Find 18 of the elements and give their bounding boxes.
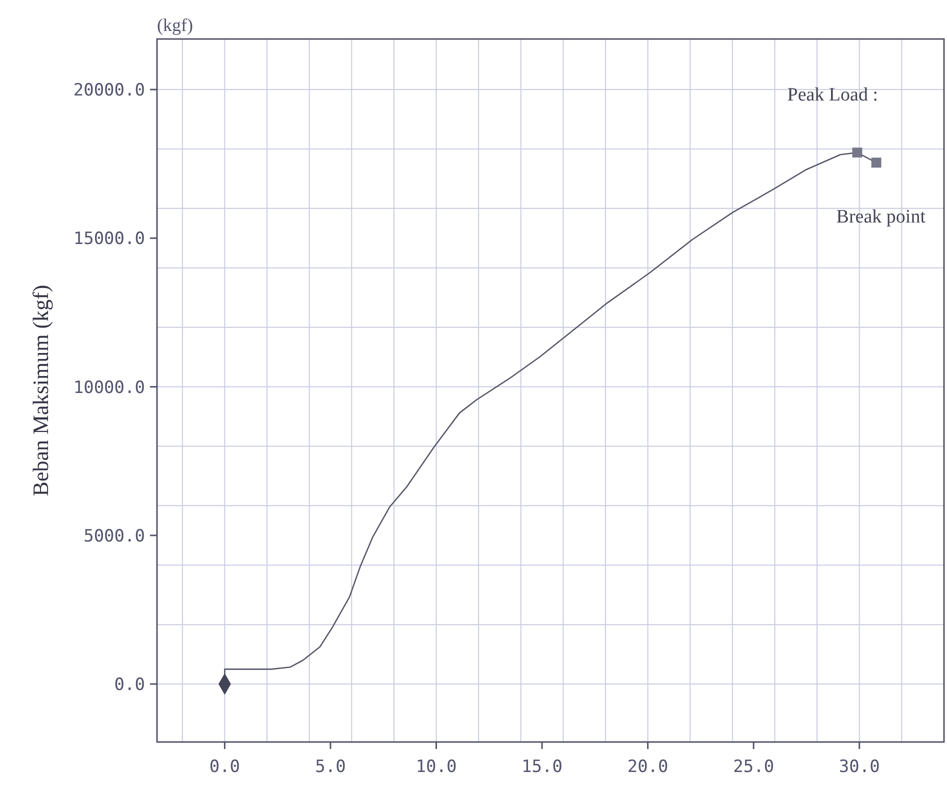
x-tick-label: 20.0 [627,757,668,777]
x-tick-label: 10.0 [416,757,457,777]
text: (kgf) [157,15,193,35]
x-tick-label: 30.0 [838,757,880,777]
x-tick-label: 25.0 [733,757,774,777]
y-tick-label: 5000.0 [84,526,145,546]
y-tick-label: 20000.0 [73,80,145,101]
point [871,158,882,168]
y-axis-title: Beban Maksimum (kgf) [28,284,53,496]
x-tick-label: 5.0 [315,757,346,777]
x-tick-label: 15.0 [522,757,563,777]
x-tick-label: 0.0 [209,757,240,777]
annotation: Break point [836,206,926,228]
y-tick-label: 10000.0 [73,378,145,398]
y-tick-label: 15000.0 [73,229,145,250]
point [852,148,862,158]
y-tick-label: 0.0 [114,675,145,696]
annotation: Peak Load : [787,84,878,106]
